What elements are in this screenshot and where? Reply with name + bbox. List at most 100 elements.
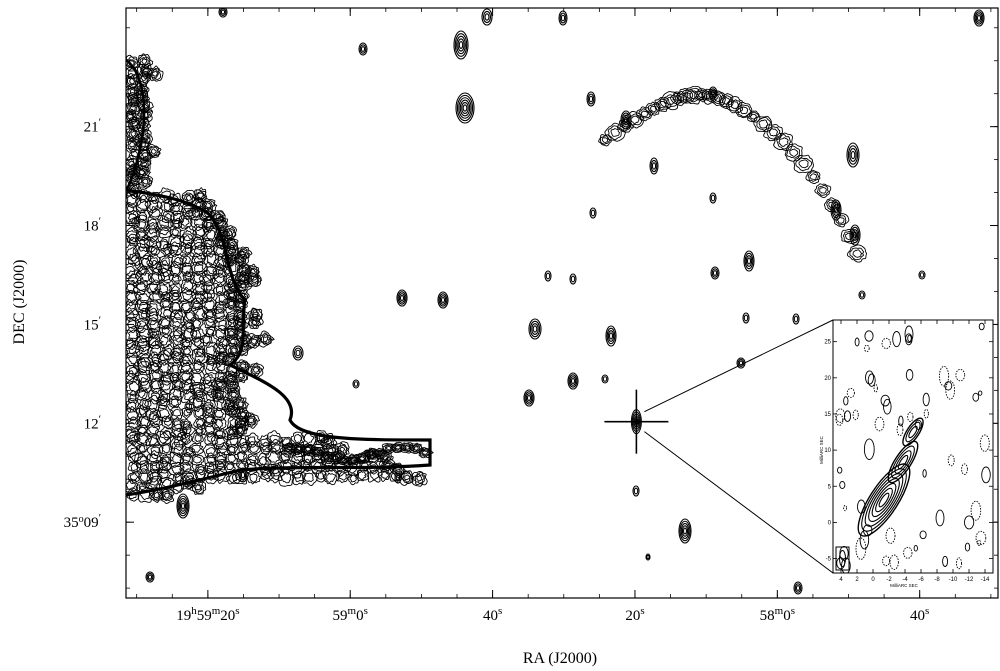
contour-blob [247, 441, 262, 456]
contour-blob [231, 422, 249, 439]
contour-field [126, 8, 985, 595]
inset-noise-contour [859, 530, 870, 550]
inset-noise-contour [955, 368, 966, 382]
inset-noise-contour [975, 530, 987, 546]
inset-x-tick-label: 2 [855, 577, 859, 583]
contour-blob [128, 216, 141, 229]
contour-blob [126, 190, 142, 209]
inset-noise-contour [944, 381, 953, 391]
contour-blob [199, 332, 213, 347]
inset-noise-contour [892, 331, 901, 348]
contour-blob [135, 194, 152, 213]
x-axis: 19h59m20s 59m0s 40s 20s 58m0s 40s [136, 8, 992, 624]
point-source [710, 266, 720, 280]
inset-noise-contour [945, 380, 956, 400]
contour-blob [170, 217, 184, 229]
inset-noise-contour [881, 337, 891, 349]
contour-blob [147, 205, 164, 221]
contour-blob [135, 386, 149, 401]
point-source [523, 389, 535, 407]
point-source [645, 553, 651, 561]
contour-blob [278, 468, 295, 487]
point-source [849, 224, 861, 246]
contour-blob [354, 452, 369, 465]
contour-blob [763, 124, 783, 142]
inset-noise-contour [907, 411, 914, 422]
contour-blob [211, 376, 230, 392]
contour-blob [784, 143, 803, 162]
y-axis-title: DEC (J2000) [11, 260, 28, 345]
point-source [358, 42, 368, 56]
contour-blob [137, 106, 154, 123]
inset-y-tick-label: 5 [828, 484, 832, 490]
inset-zoom-lines [644, 319, 834, 574]
x-tick-label: 58m0s [760, 605, 795, 624]
inset-noise-contour [963, 515, 975, 530]
contour-blob [183, 308, 197, 324]
inset-noise-contour [857, 499, 866, 514]
contour-blob [157, 376, 175, 395]
contour-blob [170, 440, 187, 458]
contour-blob [335, 468, 352, 484]
contour-blob [170, 345, 185, 360]
point-source [973, 9, 985, 27]
contour-blob [718, 93, 734, 109]
point-source [918, 270, 926, 280]
contour-blob [846, 244, 868, 263]
x-tick-label: 59m0s [333, 605, 368, 624]
contour-blob [192, 223, 210, 240]
point-source [567, 372, 579, 390]
contour-blob [814, 183, 832, 199]
contour-blob [198, 270, 216, 287]
contour-blob [127, 252, 142, 267]
inset-x-tick-label: 0 [871, 577, 875, 583]
contour-blob [167, 192, 183, 208]
inset-x-tick-label: -12 [965, 577, 974, 583]
inset-y-tick-label: 10 [824, 448, 831, 454]
contour-blob [127, 460, 142, 474]
inset-noise-contour [979, 434, 990, 452]
contour-blob [191, 290, 209, 305]
point-source [586, 91, 596, 107]
inset-y-axis: 25 20 15 10 5 0 -5 [824, 340, 993, 563]
point-source [632, 485, 640, 497]
contour-blob [314, 470, 327, 483]
contour-blob [840, 228, 859, 245]
contour-blob [176, 430, 193, 446]
contour-blob [322, 469, 340, 486]
contour-blob [257, 330, 275, 348]
contour-blob [226, 443, 238, 456]
contour-blob [181, 406, 193, 420]
contour-blob [221, 225, 237, 242]
contour-blob [355, 469, 370, 482]
inset-noise-contour [873, 384, 878, 393]
inset-noise-contour [905, 369, 914, 381]
contour-blob [144, 433, 161, 447]
contour-blob [146, 143, 162, 159]
zoom-line-top [644, 319, 834, 413]
contour-blob [215, 458, 227, 471]
inset-y-tick-label: 0 [828, 520, 832, 526]
inset-noise-contour [961, 463, 968, 475]
contour-blob [235, 276, 252, 295]
contour-blob [156, 358, 175, 377]
contour-blob [238, 441, 251, 454]
contour-blob [136, 172, 154, 189]
inset-noise-contour [843, 396, 849, 406]
inset-noise-contour [942, 555, 949, 567]
inset-noise-contour [885, 527, 896, 544]
inset-noise-contour [923, 408, 929, 419]
point-source [176, 493, 190, 519]
point-source [396, 289, 408, 307]
inset-noise-contour [863, 438, 875, 460]
inset-x-tick-label: -4 [902, 577, 908, 583]
inset-noise-contour [972, 392, 980, 402]
inset-y-tick-label: 20 [824, 376, 831, 382]
y-tick-label: 18′ [84, 216, 101, 235]
inset-noise-contour [907, 334, 912, 343]
contour-blob [178, 298, 194, 315]
contour-blob [753, 115, 773, 132]
contour-blob [157, 267, 175, 286]
inset-beam-box [835, 546, 850, 571]
point-source [145, 571, 155, 583]
